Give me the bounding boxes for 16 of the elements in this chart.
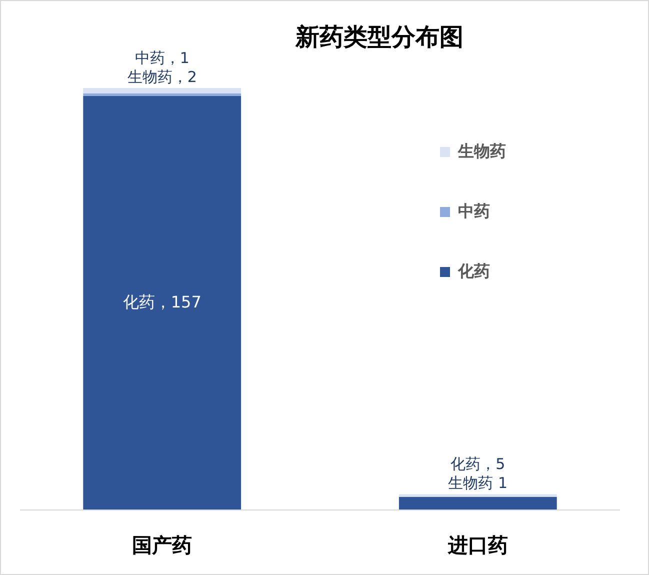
- data-label: 生物药，2: [127, 68, 197, 86]
- chart-title: 新药类型分布图: [294, 23, 464, 51]
- legend-label: 化药: [457, 261, 490, 280]
- x-tick-label: 进口药: [446, 533, 508, 557]
- bar: [83, 88, 242, 94]
- bar: [83, 93, 242, 96]
- bar: [83, 96, 242, 510]
- legend-label: 中药: [458, 201, 490, 220]
- x-tick-label: 国产药: [132, 533, 192, 557]
- bar: [398, 496, 557, 510]
- data-label: 生物药 1: [448, 474, 508, 492]
- data-label: 中药，1: [134, 49, 190, 67]
- data-label: 化药，5: [450, 455, 506, 474]
- data-label: 化药，157: [122, 292, 202, 312]
- bar: [398, 494, 557, 497]
- legend-label: 生物药: [457, 141, 506, 160]
